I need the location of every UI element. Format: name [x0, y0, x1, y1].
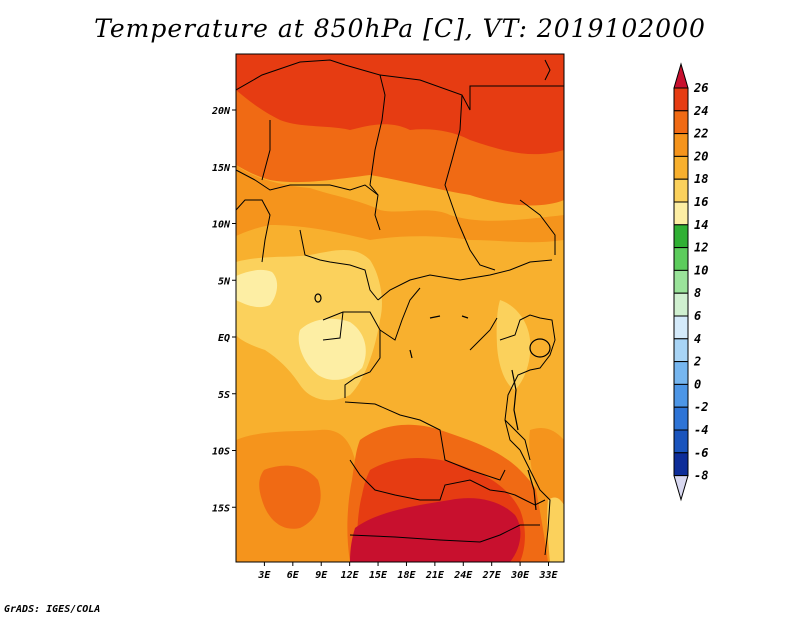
lon-tick-label: 9E — [315, 570, 328, 581]
colorbar-segment — [673, 178, 689, 203]
colorbar-label: 20 — [693, 149, 708, 163]
colorbar-label: 2 — [693, 355, 701, 369]
lat-tick-label: 15S — [212, 503, 230, 514]
lat-tick-label: 5S — [218, 390, 230, 401]
colorbar-label: 6 — [694, 309, 701, 323]
colorbar-segment — [673, 315, 689, 340]
colorbar-label: -4 — [694, 423, 708, 437]
colorbar-top-arrow — [673, 62, 689, 89]
colorbar-segment — [673, 361, 689, 385]
lon-tick-label: 24E — [453, 570, 473, 581]
colorbar-label: 26 — [693, 81, 708, 95]
colorbar-label: 24 — [693, 104, 708, 118]
colorbar-segment — [673, 383, 689, 408]
colorbar-label: 14 — [694, 218, 708, 232]
colorbar-bottom-arrow — [673, 475, 689, 502]
country-borders — [236, 59, 564, 556]
lon-tick-label: 27E — [482, 570, 502, 581]
colorbar-segment — [673, 201, 689, 226]
colorbar-segment — [673, 429, 689, 454]
lon-tick-label: 21E — [425, 570, 445, 581]
colorbar-segment — [673, 269, 689, 294]
colorbar-label: -8 — [694, 469, 708, 483]
chart-title: Temperature at 850hPa [C], VT: 201910200… — [94, 14, 706, 43]
lat-tick-label: 15N — [212, 163, 231, 174]
colorbar-segment — [673, 247, 689, 271]
lon-tick-label: 15E — [369, 570, 388, 581]
lon-tick-label: 12E — [341, 570, 360, 581]
colorbar-label: 4 — [694, 332, 701, 346]
temperature-field — [236, 54, 564, 562]
colorbar-segment — [673, 224, 689, 249]
colorbar-label: 18 — [694, 172, 708, 186]
colorbar-segment — [673, 292, 689, 317]
map-frame — [235, 53, 565, 563]
grads-credit: GrADS: IGES/COLA — [4, 604, 101, 615]
colorbar-label: 22 — [693, 127, 708, 141]
colorbar-segment — [673, 406, 689, 431]
colorbar-label: -6 — [694, 446, 708, 460]
lat-tick-label: 5N — [218, 276, 231, 287]
lon-tick-label: 3E — [257, 570, 271, 581]
colorbar-segment — [673, 338, 689, 363]
colorbar-segment — [673, 133, 689, 157]
colorbar-label: 8 — [694, 286, 701, 300]
colorbar-segment — [673, 452, 689, 477]
colorbar-label: 12 — [694, 241, 708, 255]
lat-tick-label: EQ — [218, 333, 230, 344]
lat-tick-label: 10N — [212, 220, 231, 231]
colorbar-label: 0 — [694, 377, 701, 391]
lon-tick-label: 6E — [287, 570, 300, 581]
colorbar-label: 16 — [694, 195, 708, 209]
colorbar-label: -2 — [694, 400, 708, 414]
longitude-axis: 3E 6E 9E 12E 15E 18E 21E 24E 27E 30E 33E — [257, 562, 559, 581]
colorbar-segment — [673, 110, 689, 135]
lon-tick-label: 33E — [538, 570, 558, 581]
colorbar-label: 10 — [694, 263, 708, 277]
lon-tick-label: 18E — [397, 570, 416, 581]
water-bodies — [314, 293, 551, 511]
lat-tick-label: 10S — [212, 447, 230, 458]
latitude-axis: 20N 15N 10N 5N EQ 5S 10S 15S — [211, 106, 236, 514]
lon-tick-label: 30E — [510, 570, 530, 581]
colorbar-segment — [673, 155, 689, 180]
lat-tick-label: 20N — [211, 106, 231, 117]
colorbar-segment — [673, 87, 689, 112]
